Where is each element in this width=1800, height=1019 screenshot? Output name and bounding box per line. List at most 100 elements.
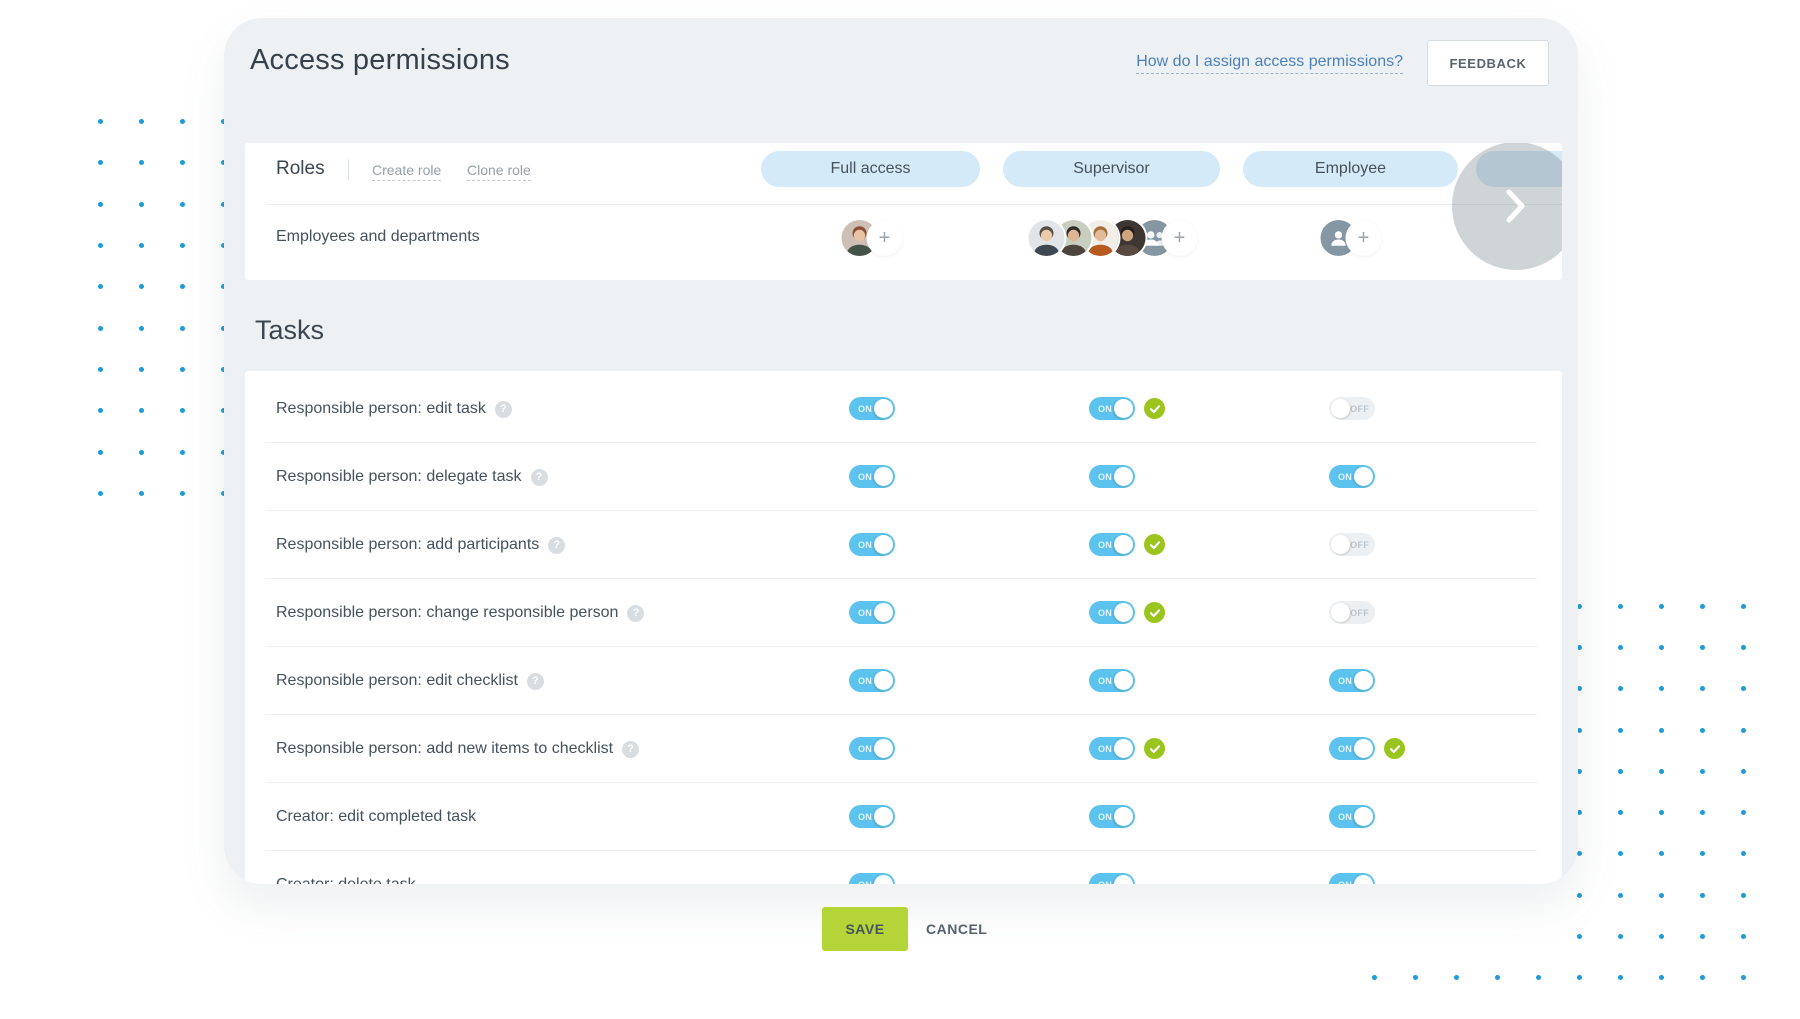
toggle-supervisor[interactable]: ON xyxy=(1089,805,1135,828)
toggle-full-access[interactable]: ON xyxy=(849,533,895,556)
toggle-state-label: OFF xyxy=(1350,539,1369,550)
toggle-state-label: ON xyxy=(1098,675,1113,686)
dot xyxy=(180,202,185,207)
dot xyxy=(1741,686,1746,691)
help-icon[interactable]: ? xyxy=(622,740,640,758)
cancel-button[interactable]: CANCEL xyxy=(926,921,988,937)
help-link[interactable]: How do I assign access permissions? xyxy=(1136,53,1403,74)
member-avatar[interactable] xyxy=(1082,220,1119,256)
divider xyxy=(348,159,349,180)
save-button[interactable]: SAVE xyxy=(822,907,908,951)
toggle-supervisor[interactable]: ON xyxy=(1089,533,1135,556)
dot xyxy=(221,284,226,289)
task-label: Responsible person: change responsible p… xyxy=(276,604,645,622)
help-icon[interactable]: ? xyxy=(526,672,544,690)
toggle-knob xyxy=(1331,399,1350,418)
dot xyxy=(1659,728,1664,733)
toggle-state-label: ON xyxy=(858,607,873,618)
toggle-full-access[interactable]: ON xyxy=(849,601,895,624)
dot xyxy=(180,243,185,248)
toggle-state-label: ON xyxy=(858,539,873,550)
dot xyxy=(221,243,226,248)
add-member-button[interactable]: + xyxy=(1347,222,1380,254)
role-pill-partial[interactable] xyxy=(1476,151,1562,187)
toggle-employee[interactable]: ON xyxy=(1329,873,1375,884)
dot xyxy=(98,202,103,207)
check-badge-icon xyxy=(1144,534,1165,555)
dot xyxy=(180,491,185,496)
member-avatar[interactable] xyxy=(1028,220,1065,256)
task-row: Creator: edit completed task ON ON ON xyxy=(245,783,1562,851)
toggle-employee[interactable]: OFF xyxy=(1329,601,1375,624)
dot xyxy=(98,284,103,289)
task-label: Creator: delete task xyxy=(276,876,416,884)
toggle-state-label: ON xyxy=(858,471,873,482)
dot xyxy=(221,450,226,455)
toggle-state-label: ON xyxy=(1098,471,1113,482)
toggle-employee[interactable]: ON xyxy=(1329,669,1375,692)
page-title: Access permissions xyxy=(250,44,510,76)
toggle-full-access[interactable]: ON xyxy=(849,805,895,828)
toggle-knob xyxy=(1354,739,1373,758)
dot xyxy=(1495,975,1500,980)
toggle-employee[interactable]: ON xyxy=(1329,737,1375,760)
task-label: Responsible person: delegate task? xyxy=(276,468,548,486)
toggle-knob xyxy=(874,875,893,884)
roles-section-label: Roles xyxy=(276,158,325,179)
dot xyxy=(1741,645,1746,650)
role-pill-employee[interactable]: Employee xyxy=(1243,151,1458,187)
toggle-state-label: OFF xyxy=(1350,403,1369,414)
toggle-full-access[interactable]: ON xyxy=(849,465,895,488)
role-pill-supervisor[interactable]: Supervisor xyxy=(1003,151,1220,187)
create-role-link[interactable]: Create role xyxy=(372,162,442,181)
toggle-supervisor[interactable]: ON xyxy=(1089,601,1135,624)
employees-departments-label: Employees and departments xyxy=(276,228,480,245)
task-row: Responsible person: add participants? ON O… xyxy=(245,511,1562,579)
toggle-supervisor[interactable]: ON xyxy=(1089,397,1135,420)
dot xyxy=(1700,934,1705,939)
toggle-state-label: ON xyxy=(1338,880,1352,885)
dot xyxy=(98,450,103,455)
dot xyxy=(1454,975,1459,980)
toggle-full-access[interactable]: ON xyxy=(849,873,895,884)
toggle-state-label: ON xyxy=(1098,811,1113,822)
toggle-employee[interactable]: ON xyxy=(1329,465,1375,488)
check-badge-icon xyxy=(1384,738,1405,759)
add-member-button[interactable]: + xyxy=(868,222,901,254)
dot xyxy=(1659,810,1664,815)
toggle-full-access[interactable]: ON xyxy=(849,397,895,420)
toggle-state-label: ON xyxy=(1098,539,1113,550)
help-icon[interactable]: ? xyxy=(494,400,512,418)
toggle-knob xyxy=(1331,535,1350,554)
help-icon[interactable]: ? xyxy=(548,536,566,554)
dot xyxy=(1659,604,1664,609)
dot xyxy=(1577,975,1582,980)
roles-panel: Roles Create role Clone role Employees a… xyxy=(245,143,1562,280)
toggle-knob xyxy=(874,535,893,554)
toggle-knob xyxy=(1354,875,1373,884)
toggle-employee[interactable]: ON xyxy=(1329,805,1375,828)
toggle-full-access[interactable]: ON xyxy=(849,737,895,760)
toggle-full-access[interactable]: ON xyxy=(849,669,895,692)
toggle-employee[interactable]: OFF xyxy=(1329,533,1375,556)
scroll-roles-right-button[interactable] xyxy=(1452,143,1562,270)
toggle-supervisor[interactable]: ON xyxy=(1089,669,1135,692)
dot xyxy=(98,160,103,165)
help-icon[interactable]: ? xyxy=(530,468,548,486)
toggle-supervisor[interactable]: ON xyxy=(1089,465,1135,488)
dot xyxy=(1659,893,1664,898)
add-member-button[interactable]: + xyxy=(1163,222,1196,254)
toggle-supervisor[interactable]: ON xyxy=(1089,873,1135,884)
dot xyxy=(98,408,103,413)
dot xyxy=(1618,893,1623,898)
toggle-state-label: ON xyxy=(858,675,873,686)
toggle-employee[interactable]: OFF xyxy=(1329,397,1375,420)
dot xyxy=(1700,769,1705,774)
clone-role-link[interactable]: Clone role xyxy=(467,162,531,181)
role-pill-full-access[interactable]: Full access xyxy=(761,151,980,187)
feedback-button[interactable]: FEEDBACK xyxy=(1427,40,1549,86)
help-icon[interactable]: ? xyxy=(627,604,645,622)
dot xyxy=(1618,934,1623,939)
toggle-supervisor[interactable]: ON xyxy=(1089,737,1135,760)
